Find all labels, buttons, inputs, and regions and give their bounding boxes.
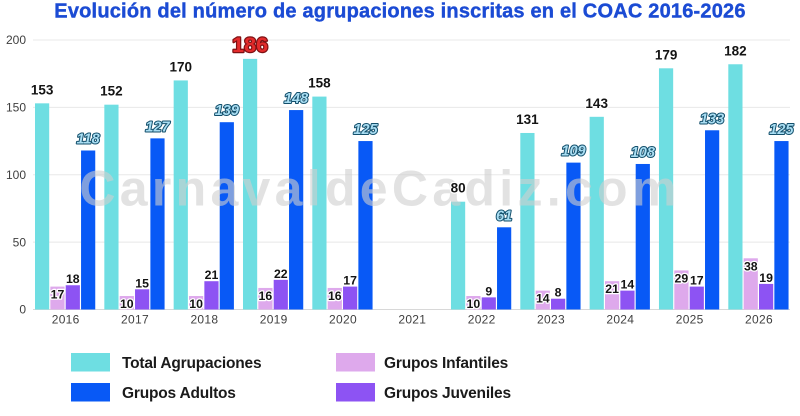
svg-text:153: 153 (31, 82, 54, 97)
svg-text:148: 148 (284, 91, 309, 107)
svg-text:133: 133 (700, 111, 724, 127)
svg-text:10: 10 (467, 297, 481, 311)
svg-text:150: 150 (6, 101, 26, 115)
svg-text:182: 182 (724, 43, 747, 58)
svg-text:Evolución del número de agrupa: Evolución del número de agrupaciones ins… (54, 1, 745, 23)
svg-text:80: 80 (451, 181, 466, 196)
svg-text:125: 125 (769, 122, 794, 138)
svg-text:2020: 2020 (329, 313, 357, 327)
svg-text:2024: 2024 (606, 313, 634, 327)
svg-text:10: 10 (120, 297, 134, 311)
svg-text:2021: 2021 (398, 313, 426, 327)
svg-text:17: 17 (690, 274, 704, 288)
svg-text:0: 0 (19, 303, 26, 317)
svg-text:16: 16 (259, 289, 273, 303)
svg-text:139: 139 (215, 103, 239, 119)
svg-text:2018: 2018 (190, 313, 218, 327)
svg-text:10: 10 (189, 297, 203, 311)
svg-text:2019: 2019 (260, 313, 288, 327)
svg-text:21: 21 (605, 282, 619, 296)
svg-text:14: 14 (621, 278, 635, 292)
svg-text:21: 21 (205, 268, 219, 282)
svg-text:29: 29 (675, 271, 689, 285)
svg-text:16: 16 (328, 289, 342, 303)
svg-text:100: 100 (6, 168, 26, 182)
svg-text:Grupos Adultos: Grupos Adultos (122, 385, 236, 402)
svg-text:2022: 2022 (468, 313, 496, 327)
svg-text:19: 19 (759, 271, 773, 285)
svg-text:Grupos Juveniles: Grupos Juveniles (384, 385, 511, 402)
svg-text:2026: 2026 (745, 313, 773, 327)
svg-text:125: 125 (353, 122, 378, 138)
svg-text:127: 127 (145, 119, 170, 135)
svg-text:108: 108 (631, 145, 656, 161)
svg-text:179: 179 (655, 47, 678, 62)
svg-text:17: 17 (343, 274, 357, 288)
svg-text:2017: 2017 (121, 313, 149, 327)
svg-text:15: 15 (135, 276, 149, 290)
svg-text:Grupos Infantiles: Grupos Infantiles (384, 355, 508, 372)
svg-text:CarnavaldeCadiz.com: CarnavaldeCadiz.com (79, 161, 680, 217)
svg-text:22: 22 (274, 267, 288, 281)
svg-text:109: 109 (561, 144, 585, 160)
svg-text:200: 200 (6, 33, 26, 47)
svg-text:Total Agrupaciones: Total Agrupaciones (122, 355, 261, 372)
svg-text:61: 61 (496, 208, 512, 224)
svg-text:38: 38 (744, 259, 758, 273)
svg-text:2016: 2016 (52, 313, 80, 327)
svg-text:2025: 2025 (676, 313, 704, 327)
svg-text:9: 9 (485, 284, 492, 298)
svg-text:18: 18 (66, 272, 80, 286)
svg-text:50: 50 (13, 235, 27, 249)
svg-text:17: 17 (51, 288, 65, 302)
svg-text:8: 8 (555, 286, 562, 300)
svg-text:2023: 2023 (537, 313, 565, 327)
svg-text:131: 131 (516, 112, 539, 127)
svg-text:158: 158 (308, 76, 331, 91)
svg-text:152: 152 (100, 84, 123, 99)
svg-text:170: 170 (170, 59, 193, 74)
svg-text:143: 143 (585, 96, 608, 111)
svg-text:118: 118 (77, 132, 101, 148)
svg-text:186: 186 (232, 33, 268, 57)
svg-text:14: 14 (536, 292, 550, 306)
